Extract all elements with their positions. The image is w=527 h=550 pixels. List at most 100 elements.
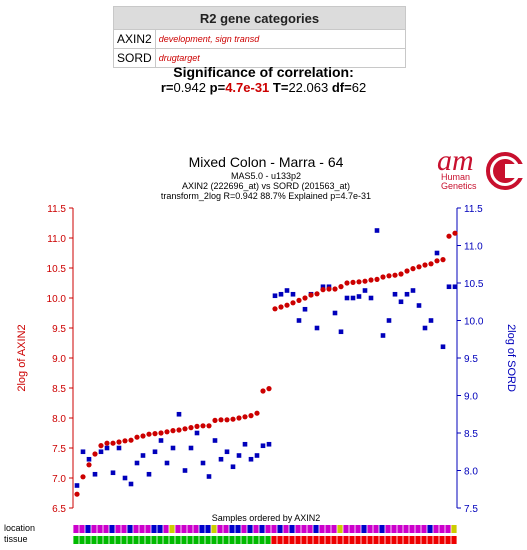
sord-point (86, 456, 92, 462)
location-bar (307, 525, 313, 533)
sord-point (182, 468, 188, 473)
tissue-bar (205, 536, 211, 544)
axin2-point (116, 439, 122, 445)
location-bar (433, 525, 439, 533)
sord-point (392, 291, 398, 297)
axin2-point (92, 451, 98, 457)
y-tick-label-left: 11.5 (47, 204, 66, 215)
sord-point (122, 475, 128, 481)
axin2-point (452, 230, 458, 236)
sord-point (98, 449, 104, 455)
axin2-point (398, 271, 404, 277)
sord-point (260, 443, 266, 449)
sord-point (410, 288, 416, 293)
sord-point (206, 474, 212, 479)
sord-point (188, 445, 194, 451)
axin2-point (254, 410, 260, 416)
location-bar (355, 525, 361, 533)
axin2-point (410, 266, 416, 272)
sord-point (398, 299, 404, 305)
axin2-point (284, 302, 290, 308)
axin2-point (110, 440, 116, 446)
tissue-bar (265, 536, 271, 544)
location-bar (205, 525, 211, 533)
location-bar (271, 525, 277, 533)
sord-point (416, 303, 422, 308)
tissue-bar (169, 536, 175, 544)
location-bar (115, 525, 121, 533)
sord-point (104, 445, 110, 451)
axin2-point (134, 434, 140, 440)
location-bar (169, 525, 175, 533)
sord-point (140, 453, 146, 458)
sord-point (344, 295, 350, 301)
axin2-point (392, 272, 398, 278)
location-bar (301, 525, 307, 533)
axin2-point (446, 233, 452, 239)
tissue-bar (403, 536, 409, 544)
axin2-point (422, 262, 428, 268)
gene-category-link[interactable]: drugtarget (154, 48, 407, 68)
y-tick-label-left: 9.0 (52, 354, 66, 365)
location-bar (181, 525, 187, 533)
tissue-bar (283, 536, 289, 544)
y-tick-label-right: 11.5 (464, 204, 483, 215)
sord-point (278, 291, 284, 297)
location-bar (379, 525, 385, 533)
sord-point (134, 460, 140, 466)
tissue-bar (289, 536, 295, 544)
axin2-point (188, 425, 194, 431)
tissue-bar (103, 536, 109, 544)
axin2-point (356, 279, 362, 285)
axin2-point (224, 417, 230, 423)
location-bar (319, 525, 325, 533)
tissue-bar (433, 536, 439, 544)
location-bar (415, 525, 421, 533)
location-bar (121, 525, 127, 533)
tissue-bar (157, 536, 163, 544)
tissue-bar (199, 536, 205, 544)
axin2-point (374, 276, 380, 282)
significance-title: Significance of correlation: (173, 64, 354, 80)
location-bar (409, 525, 415, 533)
location-bar (217, 525, 223, 533)
tissue-bar (373, 536, 379, 544)
y-tick-label-right: 8.5 (464, 429, 478, 440)
tissue-bar (133, 536, 139, 544)
sord-point (80, 449, 86, 455)
sord-point (428, 318, 434, 323)
gene-categories-table: R2 gene categories AXIN2 development, si… (113, 6, 407, 68)
human-genetics-logo: am Human Genetics (435, 144, 525, 198)
axin2-point (170, 428, 176, 434)
location-bar (235, 525, 241, 533)
location-bar (349, 525, 355, 533)
axin2-point (152, 431, 158, 437)
axin2-point (104, 440, 110, 446)
chart-title: Mixed Colon - Marra - 64 (189, 154, 344, 170)
y-tick-label-right: 11.0 (464, 242, 483, 253)
location-bar (229, 525, 235, 533)
tissue-bar (385, 536, 391, 544)
tissue-bar (379, 536, 385, 544)
y-tick-label-right: 10.5 (464, 279, 484, 290)
y-tick-label-right: 10.0 (464, 317, 484, 328)
tissue-bar (139, 536, 145, 544)
location-bar (259, 525, 265, 533)
axin2-point (146, 431, 152, 437)
tissue-bar (187, 536, 193, 544)
tissue-bar (355, 536, 361, 544)
tissue-bar (181, 536, 187, 544)
sord-point (74, 483, 80, 488)
location-bar (91, 525, 97, 533)
sord-point (164, 460, 170, 466)
y-tick-label-right: 9.5 (464, 354, 478, 365)
sord-point (332, 310, 338, 316)
axin2-point (278, 304, 284, 310)
sord-point (446, 284, 452, 290)
tissue-bar (337, 536, 343, 544)
location-bar (265, 525, 271, 533)
location-bar (109, 525, 115, 533)
tissue-bar (127, 536, 133, 544)
axin2-point (158, 430, 164, 436)
